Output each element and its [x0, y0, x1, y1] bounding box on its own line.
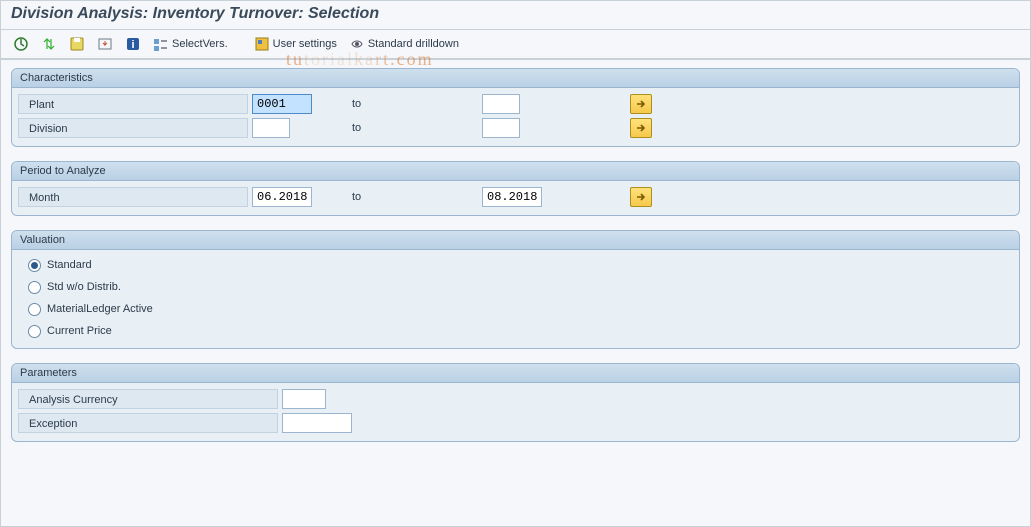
row-analysis-currency: Analysis Currency [12, 387, 1019, 411]
radio-standard-label: Standard [47, 259, 92, 271]
division-to-label: to [352, 122, 482, 134]
group-characteristics: Characteristics Plant to Division to [11, 68, 1020, 147]
analysis-currency-input[interactable] [282, 389, 326, 409]
radio-material-ledger-icon [28, 303, 41, 316]
radio-material-ledger[interactable]: MaterialLedger Active [12, 298, 1019, 320]
row-exception: Exception [12, 411, 1019, 435]
month-range-button[interactable] [630, 187, 652, 207]
standard-drilldown-button[interactable]: Standard drilldown [345, 34, 463, 54]
radio-current-price-label: Current Price [47, 325, 112, 337]
info-button[interactable]: i [121, 34, 145, 54]
select-vers-button[interactable]: SelectVers. [149, 34, 232, 54]
swap-button[interactable] [37, 34, 61, 54]
group-valuation: Valuation Standard Std w/o Distrib. Mate… [11, 230, 1020, 349]
radio-current-price-icon [28, 325, 41, 338]
row-plant: Plant to [12, 92, 1019, 116]
svg-text:i: i [131, 39, 134, 51]
plant-range-button[interactable] [630, 94, 652, 114]
plant-to-input[interactable] [482, 94, 520, 114]
plant-from-input[interactable] [252, 94, 312, 114]
month-to-label: to [352, 191, 482, 203]
month-to-input[interactable] [482, 187, 542, 207]
toolbar: i SelectVers. User settings Standard dri… [1, 30, 1030, 60]
analysis-currency-label: Analysis Currency [18, 389, 278, 409]
month-from-input[interactable] [252, 187, 312, 207]
save-variant-button[interactable] [65, 34, 89, 54]
radio-std-wo-distrib[interactable]: Std w/o Distrib. [12, 276, 1019, 298]
row-division: Division to [12, 116, 1019, 140]
division-label: Division [18, 118, 248, 138]
user-settings-button[interactable]: User settings [250, 34, 341, 54]
exception-label: Exception [18, 413, 278, 433]
group-characteristics-title: Characteristics [12, 69, 1019, 88]
group-period: Period to Analyze Month to [11, 161, 1020, 216]
radio-std-wo-distrib-label: Std w/o Distrib. [47, 281, 121, 293]
group-period-title: Period to Analyze [12, 162, 1019, 181]
division-to-input[interactable] [482, 118, 520, 138]
execute-button[interactable] [9, 34, 33, 54]
standard-drilldown-label: Standard drilldown [368, 38, 459, 50]
plant-to-label: to [352, 98, 482, 110]
row-month: Month to [12, 185, 1019, 209]
division-range-button[interactable] [630, 118, 652, 138]
radio-standard-icon [28, 259, 41, 272]
page-title: Division Analysis: Inventory Turnover: S… [1, 1, 1030, 30]
month-label: Month [18, 187, 248, 207]
radio-standard[interactable]: Standard [12, 254, 1019, 276]
radio-std-wo-distrib-icon [28, 281, 41, 294]
select-vers-label: SelectVers. [172, 38, 228, 50]
radio-current-price[interactable]: Current Price [12, 320, 1019, 342]
group-valuation-title: Valuation [12, 231, 1019, 250]
get-variant-button[interactable] [93, 34, 117, 54]
plant-label: Plant [18, 94, 248, 114]
group-parameters: Parameters Analysis Currency Exception [11, 363, 1020, 442]
user-settings-label: User settings [273, 38, 337, 50]
radio-material-ledger-label: MaterialLedger Active [47, 303, 153, 315]
exception-input[interactable] [282, 413, 352, 433]
group-parameters-title: Parameters [12, 364, 1019, 383]
division-from-input[interactable] [252, 118, 290, 138]
content-area: Characteristics Plant to Division to [1, 60, 1030, 464]
